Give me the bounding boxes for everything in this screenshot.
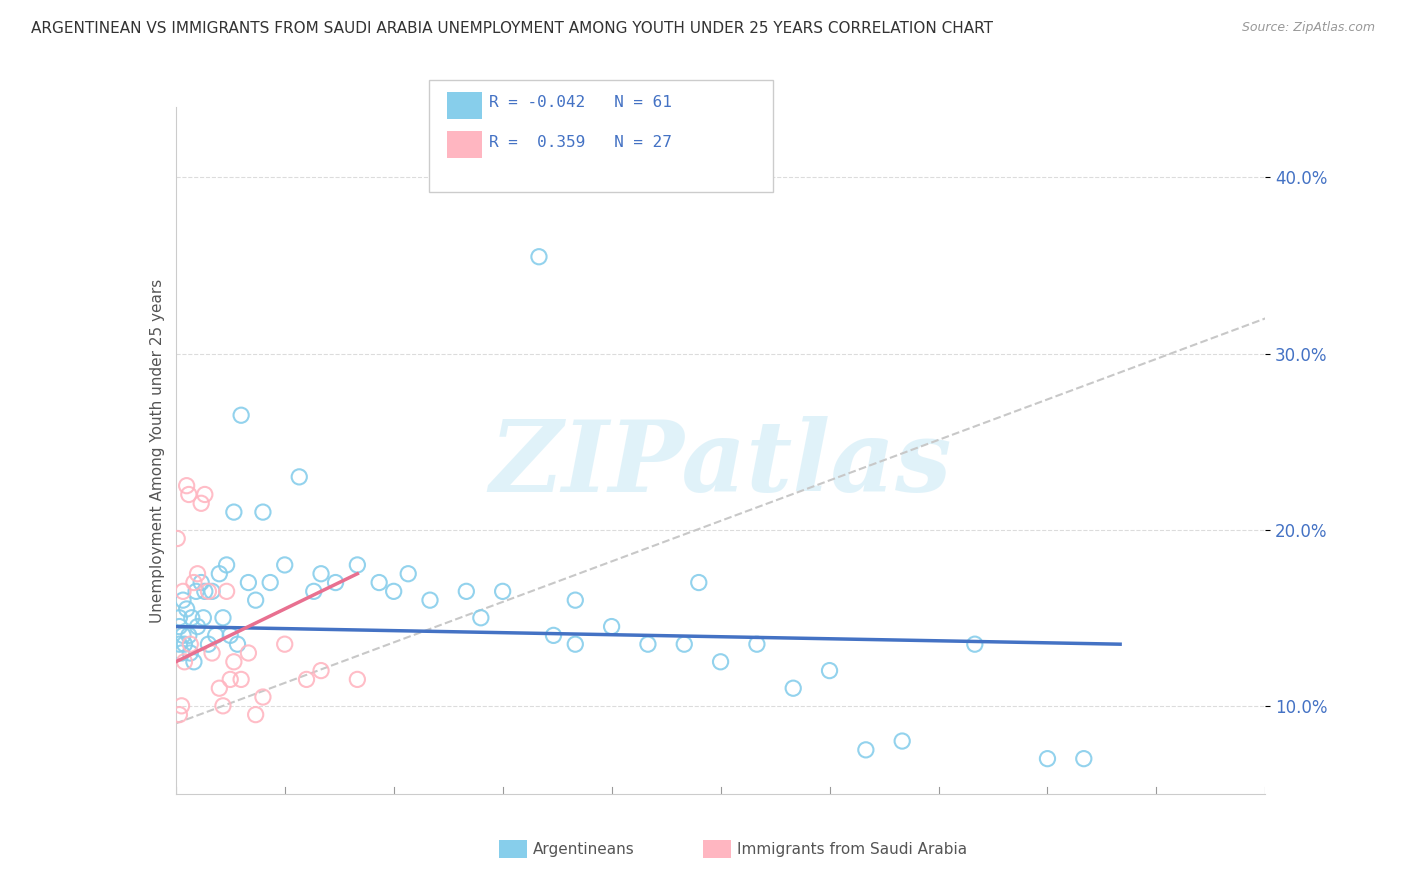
Point [259,575,281,590]
Point [170,646,193,660]
Point [173,655,195,669]
Point [382,584,405,599]
Point [215,584,238,599]
Point [190,496,212,510]
Point [183,655,205,669]
Text: Source: ZipAtlas.com: Source: ZipAtlas.com [1241,21,1375,34]
Point [252,505,274,519]
Point [1036,752,1059,766]
Point [169,637,191,651]
Text: Argentineans: Argentineans [533,842,634,856]
Point [456,584,478,599]
Point [600,619,623,633]
Point [190,575,212,590]
Point [302,584,325,599]
Point [176,602,198,616]
Point [637,637,659,651]
Point [1073,752,1095,766]
Point [197,637,219,651]
Point [564,593,586,607]
Text: ARGENTINEAN VS IMMIGRANTS FROM SAUDI ARABIA UNEMPLOYMENT AMONG YOUTH UNDER 25 YE: ARGENTINEAN VS IMMIGRANTS FROM SAUDI ARA… [31,21,993,36]
Point [173,637,195,651]
Text: ZIPatlas: ZIPatlas [489,416,952,512]
Point [169,707,191,722]
Point [179,646,201,660]
Point [169,611,191,625]
Point [194,487,217,501]
Point [194,584,217,599]
Point [184,584,207,599]
Point [782,681,804,696]
Point [208,566,231,581]
Point [172,584,194,599]
Point [745,637,768,651]
Point [183,575,205,590]
Point [274,637,297,651]
Point [208,681,231,696]
Point [818,664,841,678]
Point [212,698,235,713]
Point [172,593,194,607]
Point [222,505,245,519]
Point [288,470,311,484]
Point [166,532,188,546]
Point [169,619,191,633]
Point [219,628,242,642]
Point [855,743,877,757]
Point [274,558,297,572]
Point [346,673,368,687]
Point [201,646,224,660]
Point [231,409,253,423]
Point [186,619,209,633]
Point [688,575,710,590]
Point [197,584,219,599]
Point [172,628,194,642]
Point [212,611,235,625]
Point [176,478,198,492]
Point [170,698,193,713]
Point [419,593,441,607]
Point [201,584,224,599]
Point [963,637,986,651]
Point [346,558,368,572]
Point [325,575,347,590]
Point [219,673,242,687]
Text: Immigrants from Saudi Arabia: Immigrants from Saudi Arabia [737,842,967,856]
Point [186,566,209,581]
Point [245,707,267,722]
Point [492,584,515,599]
Point [891,734,914,748]
Point [564,637,586,651]
Point [396,566,419,581]
Point [252,690,274,704]
Point [179,637,201,651]
Point [673,637,696,651]
Point [368,575,391,590]
Point [177,487,200,501]
Point [204,628,226,642]
Point [527,250,550,264]
Text: R = -0.042   N = 61: R = -0.042 N = 61 [489,95,672,110]
Point [238,575,260,590]
Point [177,628,200,642]
Point [295,673,318,687]
Point [470,611,492,625]
Point [309,566,332,581]
Point [710,655,733,669]
Y-axis label: Unemployment Among Youth under 25 years: Unemployment Among Youth under 25 years [149,278,165,623]
Point [309,664,332,678]
Text: R =  0.359   N = 27: R = 0.359 N = 27 [489,136,672,150]
Point [231,673,253,687]
Point [245,593,267,607]
Point [238,646,260,660]
Point [543,628,565,642]
Point [193,611,215,625]
Point [222,655,245,669]
Point [226,637,249,651]
Point [215,558,238,572]
Point [180,611,202,625]
